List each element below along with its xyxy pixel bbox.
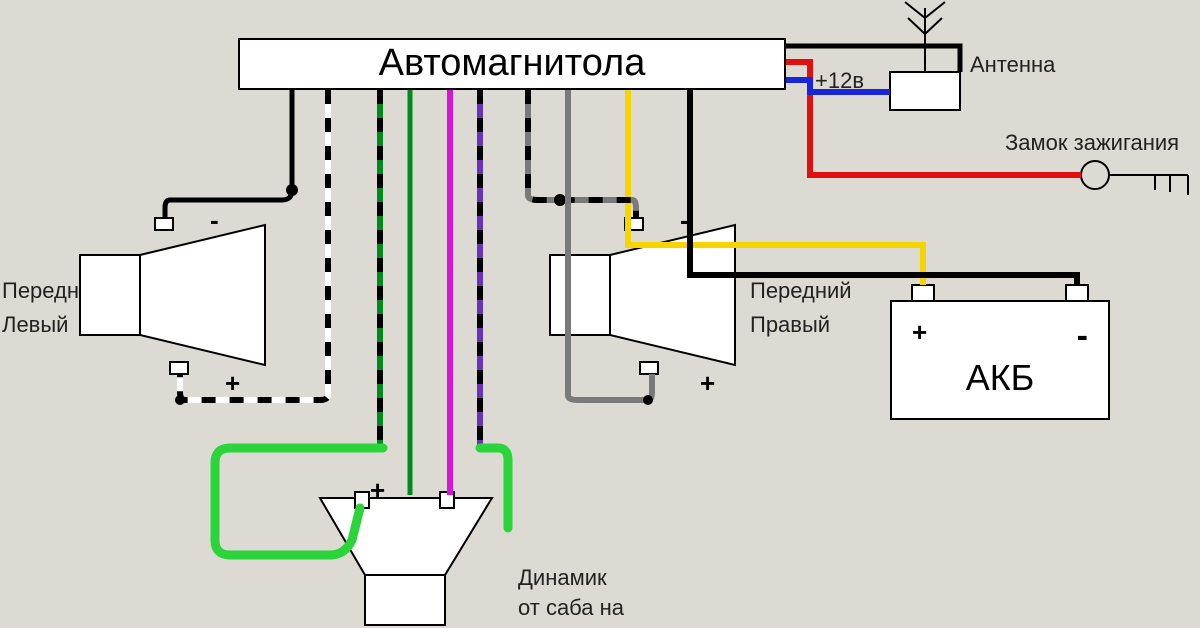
- speaker-sub: [320, 492, 492, 625]
- antenna-icon: [905, 2, 945, 72]
- battery-terminal-plus: [912, 285, 934, 301]
- speaker-front-left: [80, 218, 265, 374]
- wiring-diagram: [0, 0, 1200, 628]
- wire-black-ground: [690, 90, 1077, 285]
- ignition-key-icon: [1081, 161, 1188, 195]
- antenna-amp-box: [890, 72, 960, 110]
- wire-fl-neg: [165, 90, 292, 218]
- wire-blue-antenna: [786, 80, 890, 92]
- speaker-front-right: [550, 218, 735, 374]
- battery-terminal-minus: [1066, 285, 1088, 301]
